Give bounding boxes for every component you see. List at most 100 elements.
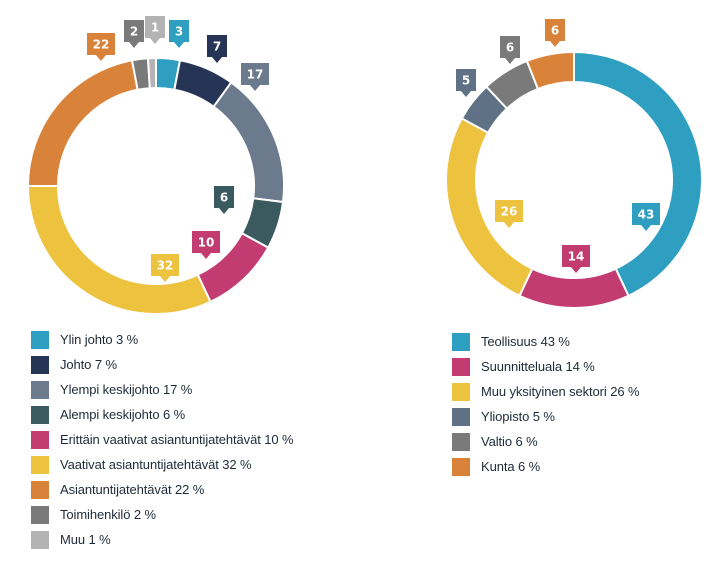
legend-label: Erittäin vaativat asiantuntijatehtävät 1… — [60, 432, 294, 447]
callout-muu: 1 — [145, 16, 165, 44]
data-label: 5 — [462, 74, 470, 88]
legend-item-yliopisto: Yliopisto 5 % — [452, 404, 639, 429]
legend-label: Johto 7 % — [60, 357, 117, 372]
legend-item-valtio: Valtio 6 % — [452, 429, 639, 454]
legend-item-alempi-keskijohto: Alempi keskijohto 6 % — [31, 402, 293, 427]
data-label: 3 — [175, 25, 183, 39]
callout-valtio: 6 — [500, 36, 520, 64]
callout-box — [495, 200, 523, 228]
callout-box — [632, 203, 660, 231]
callout-erittain-vaativat-asiantuntijatehtavat: 10 — [192, 231, 220, 259]
callout-muu-yksityinen-sektori: 26 — [495, 200, 523, 228]
legend-swatch — [452, 357, 470, 376]
callout-box — [545, 19, 565, 47]
data-label: 14 — [568, 250, 585, 264]
callout-box — [214, 186, 234, 214]
legend-item-muu: Muu 1 % — [31, 527, 293, 552]
legend-label: Ylempi keskijohto 17 % — [60, 382, 193, 397]
callout-yliopisto: 5 — [456, 69, 476, 97]
legend-swatch — [452, 432, 470, 451]
callout-box — [87, 33, 115, 61]
legend-label: Kunta 6 % — [481, 459, 541, 474]
legend-label: Yliopisto 5 % — [481, 409, 555, 424]
legend-swatch — [31, 505, 49, 524]
callout-ylin-johto: 3 — [169, 20, 189, 48]
callout-vaativat-asiantuntijatehtavat: 32 — [151, 254, 179, 282]
callout-asiantuntijatehtavat: 22 — [87, 33, 115, 61]
legend-sector: Teollisuus 43 % Suunnitteluala 14 % Muu yk… — [452, 329, 640, 479]
legend-label: Asiantuntijatehtävät 22 % — [60, 482, 205, 497]
legend-swatch — [452, 457, 470, 476]
callout-box — [145, 16, 165, 44]
callout-box — [169, 20, 189, 48]
slice-kunta — [525, 50, 575, 91]
data-label: 6 — [220, 191, 228, 205]
slice-ylempi-keskijohto — [212, 81, 285, 204]
slice-asiantuntijatehtavat — [26, 59, 139, 187]
data-label: 10 — [198, 236, 215, 250]
legend-label: Toimihenkilö 2 % — [60, 507, 156, 522]
slice-suunnitteluala — [518, 267, 630, 309]
legend-swatch — [31, 455, 49, 474]
callout-box — [192, 231, 220, 259]
legend-label: Ylin johto 3 % — [60, 332, 139, 347]
legend-item-ylin-johto: Ylin johto 3 % — [31, 327, 293, 352]
legend-label: Suunnitteluala 14 % — [481, 359, 595, 374]
legend-label: Valtio 6 % — [481, 434, 538, 449]
legend-swatch — [31, 355, 49, 374]
data-label: 43 — [638, 208, 655, 222]
legend-swatch — [31, 380, 49, 399]
legend-label: Muu yksityinen sektori 26 % — [481, 384, 640, 399]
callout-alempi-keskijohto: 6 — [214, 186, 234, 214]
legend-swatch — [452, 382, 470, 401]
slice-muu — [146, 56, 157, 90]
legend-item-johto: Johto 7 % — [31, 352, 293, 377]
data-label: 7 — [213, 40, 221, 54]
legend-item-kunta: Kunta 6 % — [452, 454, 639, 479]
callout-box — [456, 69, 476, 97]
data-label: 6 — [506, 41, 514, 55]
legend-item-ylempi-keskijohto: Ylempi keskijohto 17 % — [31, 377, 293, 402]
legend-label: Muu 1 % — [60, 532, 111, 547]
callout-teollisuus: 43 — [632, 203, 660, 231]
legend-item-asiantuntijatehtavat: Asiantuntijatehtävät 22 % — [31, 477, 293, 502]
callout-toimihenkilo: 2 — [124, 20, 144, 48]
legend-job-level: Ylin johto 3 % Johto 7 % Ylempi keskijohto… — [31, 327, 294, 552]
callout-box — [207, 35, 227, 63]
legend-swatch — [31, 530, 49, 549]
legend-item-vaativat-asiantuntijatehtavat: Vaativat asiantuntijatehtävät 32 % — [31, 452, 293, 477]
callout-box — [124, 20, 144, 48]
callout-box — [151, 254, 179, 282]
data-label: 17 — [247, 68, 264, 82]
legend-item-teollisuus: Teollisuus 43 % — [452, 329, 639, 354]
legend-item-toimihenkilo: Toimihenkilö 2 % — [31, 502, 293, 527]
callout-box — [562, 245, 590, 273]
legend-swatch — [31, 430, 49, 449]
data-label: 32 — [157, 259, 174, 273]
data-label: 22 — [93, 38, 110, 52]
data-label: 1 — [151, 21, 159, 35]
legend-label: Teollisuus 43 % — [481, 334, 570, 349]
callout-box — [241, 63, 269, 91]
data-label: 26 — [501, 205, 518, 219]
data-label: 6 — [551, 24, 559, 38]
legend-swatch — [31, 480, 49, 499]
data-label: 2 — [130, 25, 138, 39]
legend-item-suunnitteluala: Suunnitteluala 14 % — [452, 354, 639, 379]
legend-swatch — [31, 405, 49, 424]
legend-swatch — [31, 330, 49, 349]
legend-item-muu-yksityinen-sektori: Muu yksityinen sektori 26 % — [452, 379, 640, 404]
legend-swatch — [452, 407, 470, 426]
callout-ylempi-keskijohto: 17 — [241, 63, 269, 91]
slice-vaativat-asiantuntijatehtavat — [26, 185, 212, 315]
callout-box — [500, 36, 520, 64]
legend-swatch — [452, 332, 470, 351]
callout-johto: 7 — [207, 35, 227, 63]
slice-teollisuus — [573, 50, 703, 298]
donut-chart-sector: 43 14 26 5 6 6 — [445, 19, 703, 309]
legend-label: Alempi keskijohto 6 % — [60, 407, 186, 422]
callout-kunta: 6 — [545, 19, 565, 47]
legend-item-erittain-vaativat-asiantuntijatehtavat: Erittäin vaativat asiantuntijatehtävät 1… — [31, 427, 294, 452]
